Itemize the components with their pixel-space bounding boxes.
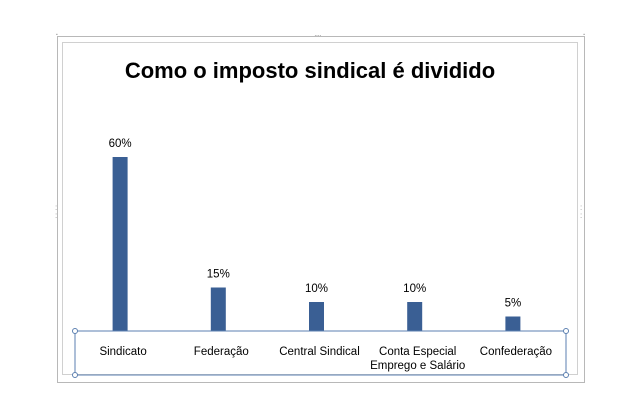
resize-handle-top[interactable]: ···· (314, 31, 322, 40)
bar-2[interactable] (309, 302, 324, 331)
bar-3[interactable] (407, 302, 423, 331)
resize-handle-right[interactable]: :: (580, 203, 582, 220)
resize-handle-left[interactable]: :: (55, 203, 57, 220)
data-label-4: 5% (505, 298, 522, 310)
bar-1[interactable] (210, 287, 226, 332)
data-label-3: 10% (403, 283, 426, 295)
data-label-2: 10% (305, 283, 328, 295)
category-label-4: Confederação (480, 346, 552, 358)
category-axis-selection[interactable] (74, 330, 567, 376)
axis-handle-br[interactable] (563, 372, 569, 378)
category-label-2: Central Sindical (279, 346, 360, 358)
bar-0[interactable] (112, 157, 128, 331)
resize-handle-corner-tl[interactable]: ⠁ (55, 33, 61, 42)
category-label-1: Federação (194, 346, 249, 358)
chart-title: Como o imposto sindical é dividido (124, 58, 496, 83)
axis-handle-tr[interactable] (563, 328, 569, 334)
bar-4[interactable] (505, 316, 521, 332)
axis-handle-tl[interactable] (72, 328, 78, 334)
category-label-3-line-1: Emprego e Salário (370, 360, 465, 372)
category-label-0: Sindicato (99, 346, 146, 358)
resize-handle-corner-tr[interactable]: ⠈ (580, 33, 586, 42)
axis-handle-bl[interactable] (72, 372, 78, 378)
data-label-0: 60% (109, 138, 132, 150)
data-label-1: 15% (207, 269, 230, 281)
category-label-3-line-0: Conta Especial (379, 346, 456, 358)
